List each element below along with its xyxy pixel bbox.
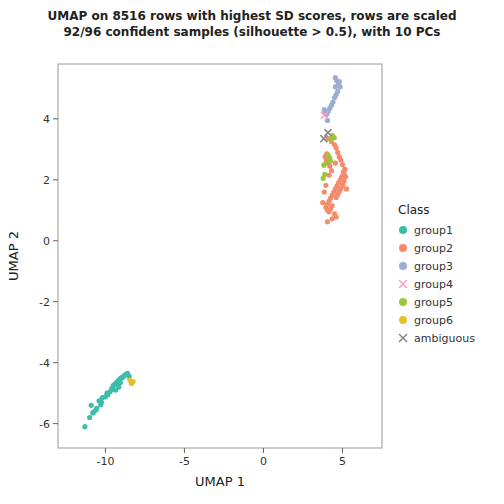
point <box>322 189 327 194</box>
legend-swatch <box>399 226 407 234</box>
x-tick-label: 0 <box>260 455 267 468</box>
legend-swatch <box>399 334 407 342</box>
point <box>89 403 94 408</box>
legend-swatch <box>399 262 407 270</box>
y-tick-label: 4 <box>43 113 50 126</box>
point <box>82 424 87 429</box>
x-tick <box>342 448 343 453</box>
series-group1 <box>82 371 131 430</box>
point <box>338 84 343 89</box>
legend-label: group3 <box>414 260 453 273</box>
y-tick-label: -4 <box>39 357 50 370</box>
y-tick <box>53 423 58 424</box>
point <box>320 135 327 142</box>
point <box>330 203 335 208</box>
point <box>323 183 328 188</box>
plot-frame <box>58 64 382 448</box>
series-group6 <box>127 378 135 386</box>
legend-label: group4 <box>414 278 453 291</box>
point <box>334 145 339 150</box>
y-tick-label: -6 <box>39 418 50 431</box>
x-tick-label: -5 <box>179 455 190 468</box>
title-line: 92/96 confident samples (silhouette > 0.… <box>64 25 441 39</box>
point <box>321 163 326 168</box>
legend-swatch <box>399 280 407 288</box>
x-tick <box>263 448 264 453</box>
legend-label: group1 <box>414 224 453 237</box>
y-tick <box>53 301 58 302</box>
series-group5 <box>321 133 337 181</box>
point <box>333 84 338 89</box>
point <box>127 378 132 383</box>
y-tick-label: 2 <box>43 174 50 187</box>
x-tick-label: 5 <box>339 455 346 468</box>
title: UMAP on 8516 rows with highest SD scores… <box>47 9 456 39</box>
x-tick <box>105 448 106 453</box>
x-tick-label: -10 <box>96 455 114 468</box>
marks <box>82 75 349 429</box>
point <box>90 410 95 415</box>
point <box>320 200 325 205</box>
point <box>321 112 328 119</box>
point <box>329 137 334 142</box>
point <box>113 387 118 392</box>
point <box>326 173 331 178</box>
point <box>322 107 327 112</box>
point <box>335 150 340 155</box>
title-line: UMAP on 8516 rows with highest SD scores… <box>47 9 456 23</box>
point <box>332 95 337 100</box>
legend: Class group1 group2 group3 group4 group5 group… <box>398 203 475 345</box>
point <box>344 186 349 191</box>
point <box>340 162 345 167</box>
series-group3 <box>322 75 343 123</box>
point <box>91 409 96 414</box>
legend-label: group2 <box>414 242 453 255</box>
point <box>103 394 108 399</box>
point <box>333 160 338 165</box>
x-tick <box>184 448 185 453</box>
point <box>325 219 330 224</box>
legend-swatch <box>399 316 407 324</box>
x-axis-label: UMAP 1 <box>195 474 245 489</box>
point <box>98 402 103 407</box>
legend-title: Class <box>398 203 430 217</box>
legend-swatch <box>399 298 407 306</box>
point <box>337 79 342 84</box>
y-tick <box>53 179 58 180</box>
legend-swatch <box>399 244 407 252</box>
point <box>87 415 92 420</box>
y-tick-label: -2 <box>39 296 50 309</box>
point <box>338 157 343 162</box>
point <box>334 195 339 200</box>
y-tick <box>53 362 58 363</box>
y-axis-label: UMAP 2 <box>6 231 21 281</box>
y-tick <box>53 240 58 241</box>
chart: UMAP on 8516 rows with highest SD scores… <box>0 0 504 504</box>
series-ambiguous <box>320 129 331 142</box>
legend-label: group6 <box>414 314 453 327</box>
point <box>325 152 330 157</box>
point <box>328 158 333 163</box>
legend-label: group5 <box>414 296 453 309</box>
y-tick-label: 0 <box>43 235 50 248</box>
point <box>330 216 335 221</box>
legend-label: ambiguous <box>414 332 475 345</box>
point <box>329 168 334 173</box>
point <box>322 172 327 177</box>
point <box>324 129 331 136</box>
series-group4 <box>321 112 328 119</box>
series-group2 <box>320 136 349 224</box>
y-tick <box>53 118 58 119</box>
point <box>343 174 348 179</box>
